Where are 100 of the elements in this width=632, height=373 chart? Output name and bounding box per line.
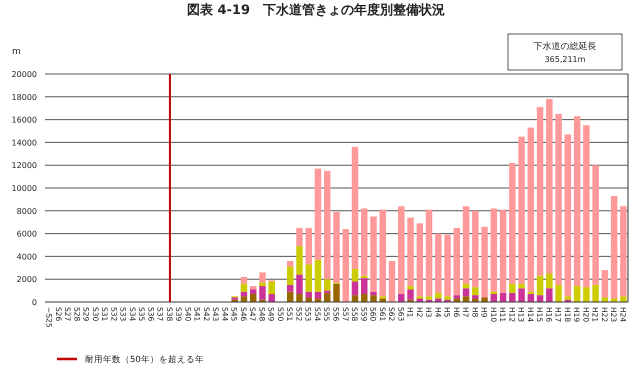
bar bbox=[240, 276, 248, 284]
y-tick-label: 0 bbox=[32, 298, 37, 307]
bar bbox=[333, 212, 340, 283]
bar bbox=[555, 284, 562, 302]
bar bbox=[250, 294, 256, 302]
bar bbox=[454, 295, 460, 299]
bar bbox=[259, 286, 266, 300]
bar bbox=[306, 292, 312, 298]
bar bbox=[583, 287, 590, 302]
bar bbox=[361, 278, 368, 294]
bar bbox=[528, 128, 534, 292]
bar bbox=[462, 288, 470, 296]
bar bbox=[259, 282, 266, 286]
bar bbox=[268, 294, 275, 302]
bar bbox=[518, 136, 525, 284]
bar bbox=[462, 206, 470, 284]
bar bbox=[370, 216, 377, 292]
bar bbox=[472, 287, 479, 296]
bar bbox=[536, 107, 544, 276]
bar bbox=[564, 134, 572, 296]
bar bbox=[555, 114, 562, 285]
bar bbox=[306, 228, 312, 264]
bar bbox=[240, 292, 248, 296]
bar bbox=[546, 274, 553, 288]
bar bbox=[426, 210, 432, 296]
y-tick-label: 10000 bbox=[12, 184, 37, 193]
bar bbox=[324, 292, 330, 302]
y-tick-label: 16000 bbox=[12, 116, 37, 125]
bar bbox=[296, 228, 303, 246]
bar bbox=[314, 292, 322, 299]
bar bbox=[398, 294, 405, 302]
bar bbox=[490, 292, 498, 294]
bar bbox=[583, 125, 590, 288]
y-tick-label: 6000 bbox=[16, 230, 37, 239]
text: 下水道の総延長 bbox=[534, 41, 596, 52]
bar bbox=[610, 196, 618, 299]
bar bbox=[342, 229, 349, 302]
bar bbox=[407, 218, 414, 286]
bar bbox=[500, 292, 506, 302]
bar bbox=[250, 289, 256, 294]
bar bbox=[352, 268, 358, 282]
bar bbox=[454, 228, 460, 296]
y-tick-label: 20000 bbox=[12, 70, 37, 79]
bar bbox=[546, 99, 553, 274]
bar bbox=[518, 284, 525, 288]
bar bbox=[352, 281, 358, 296]
bar bbox=[370, 292, 377, 296]
bar bbox=[296, 274, 303, 294]
bar bbox=[528, 294, 534, 302]
bar bbox=[509, 284, 516, 293]
bar bbox=[314, 260, 322, 292]
bar bbox=[296, 294, 303, 302]
bar bbox=[509, 162, 516, 284]
bar bbox=[361, 208, 368, 276]
bar bbox=[481, 226, 488, 298]
bar bbox=[528, 292, 534, 294]
y-axis-title: m bbox=[12, 47, 21, 57]
bar bbox=[435, 234, 442, 293]
bar bbox=[398, 206, 405, 294]
chart-title: 図表 4-19 下水道管きょの年度別整備状況 bbox=[186, 2, 446, 18]
y-tick-label: 4000 bbox=[16, 252, 37, 262]
y-tick-label: 8000 bbox=[16, 206, 37, 216]
bar bbox=[324, 279, 330, 291]
bar bbox=[361, 294, 368, 302]
bar bbox=[407, 286, 414, 290]
bar bbox=[296, 246, 303, 275]
bar bbox=[370, 295, 377, 302]
bar bbox=[592, 165, 599, 285]
bar bbox=[490, 208, 498, 292]
bar bbox=[472, 295, 479, 299]
bar bbox=[352, 146, 358, 269]
bar bbox=[500, 210, 506, 293]
bar bbox=[286, 266, 294, 285]
bar bbox=[286, 292, 294, 302]
bar bbox=[286, 260, 294, 267]
bar bbox=[240, 284, 248, 292]
bar bbox=[518, 288, 525, 302]
y-tick-label: 18000 bbox=[12, 92, 37, 102]
bar bbox=[462, 284, 470, 288]
y-tick-label: 2000 bbox=[16, 275, 37, 284]
bar bbox=[536, 295, 544, 302]
text: 365,211m bbox=[544, 55, 586, 64]
bar bbox=[509, 292, 516, 302]
legend-label: 耐用年数（50年）を超える年 bbox=[85, 354, 204, 365]
bar bbox=[574, 286, 580, 302]
bar bbox=[620, 206, 627, 296]
bar bbox=[490, 294, 498, 302]
bar bbox=[259, 272, 266, 283]
bar bbox=[574, 116, 580, 286]
y-tick-label: 12000 bbox=[12, 161, 37, 170]
bar bbox=[388, 260, 396, 302]
bar bbox=[250, 286, 256, 290]
bar bbox=[416, 223, 424, 296]
bar bbox=[324, 170, 330, 280]
bar bbox=[592, 284, 599, 302]
bar bbox=[444, 234, 451, 296]
bar bbox=[306, 264, 312, 292]
bar bbox=[286, 284, 294, 292]
bar bbox=[602, 270, 608, 298]
bar bbox=[268, 281, 275, 294]
